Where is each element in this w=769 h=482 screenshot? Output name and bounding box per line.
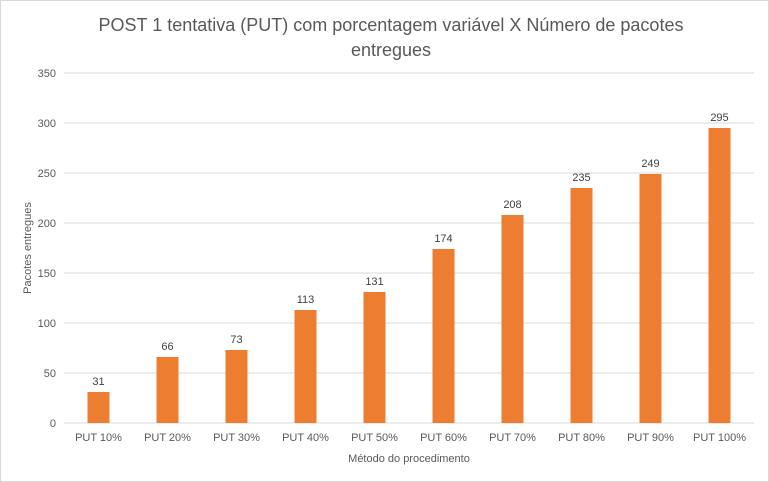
- x-tick-label: PUT 60%: [420, 432, 467, 444]
- bar: [501, 215, 524, 423]
- data-label: 174: [434, 233, 452, 245]
- x-tick-label: PUT 70%: [489, 432, 536, 444]
- x-tick-label: PUT 50%: [351, 432, 398, 444]
- x-tick-label: PUT 30%: [213, 432, 260, 444]
- x-tick-label: PUT 10%: [75, 432, 122, 444]
- y-tick-label: 300: [38, 118, 56, 130]
- bar: [639, 174, 662, 423]
- data-labels: 31 66 73 113 131 174 208 235 249 295: [92, 112, 728, 388]
- y-tick-label: 150: [38, 268, 56, 280]
- data-label: 131: [365, 276, 383, 288]
- bar: [87, 392, 110, 423]
- bars: [87, 128, 731, 423]
- data-label: 31: [92, 376, 104, 388]
- y-axis-ticks: 0 50 100 150 200 250 300 350: [38, 68, 56, 430]
- bar: [570, 188, 593, 423]
- chart-title: POST 1 tentativa (PUT) com porcentagem v…: [98, 15, 684, 60]
- gridlines: [64, 72, 754, 424]
- bar: [432, 249, 455, 423]
- x-tick-label: PUT 90%: [627, 432, 674, 444]
- bar: [156, 357, 179, 423]
- x-tick-label: PUT 100%: [693, 432, 746, 444]
- data-label: 235: [572, 172, 590, 184]
- y-tick-label: 50: [44, 368, 56, 380]
- x-axis-ticks: PUT 10% PUT 20% PUT 30% PUT 40% PUT 50% PUT 6…: [75, 432, 746, 444]
- bar: [225, 350, 248, 423]
- y-tick-label: 0: [50, 418, 56, 430]
- x-tick-label: PUT 40%: [282, 432, 329, 444]
- data-label: 249: [641, 158, 659, 170]
- y-tick-label: 100: [38, 318, 56, 330]
- bar: [294, 310, 317, 423]
- x-tick-label: PUT 80%: [558, 432, 605, 444]
- y-axis-title: Pacotes entregues: [22, 202, 34, 294]
- data-label: 113: [297, 294, 315, 306]
- y-tick-label: 350: [38, 68, 56, 80]
- x-tick-label: PUT 20%: [144, 432, 191, 444]
- bar: [363, 292, 386, 423]
- data-label: 73: [230, 334, 242, 346]
- data-label: 208: [503, 199, 521, 211]
- y-tick-label: 250: [38, 168, 56, 180]
- x-axis-title: Método do procedimento: [348, 453, 470, 465]
- y-tick-label: 200: [38, 218, 56, 230]
- bar: [708, 128, 731, 423]
- data-label: 66: [161, 341, 173, 353]
- data-label: 295: [710, 112, 728, 124]
